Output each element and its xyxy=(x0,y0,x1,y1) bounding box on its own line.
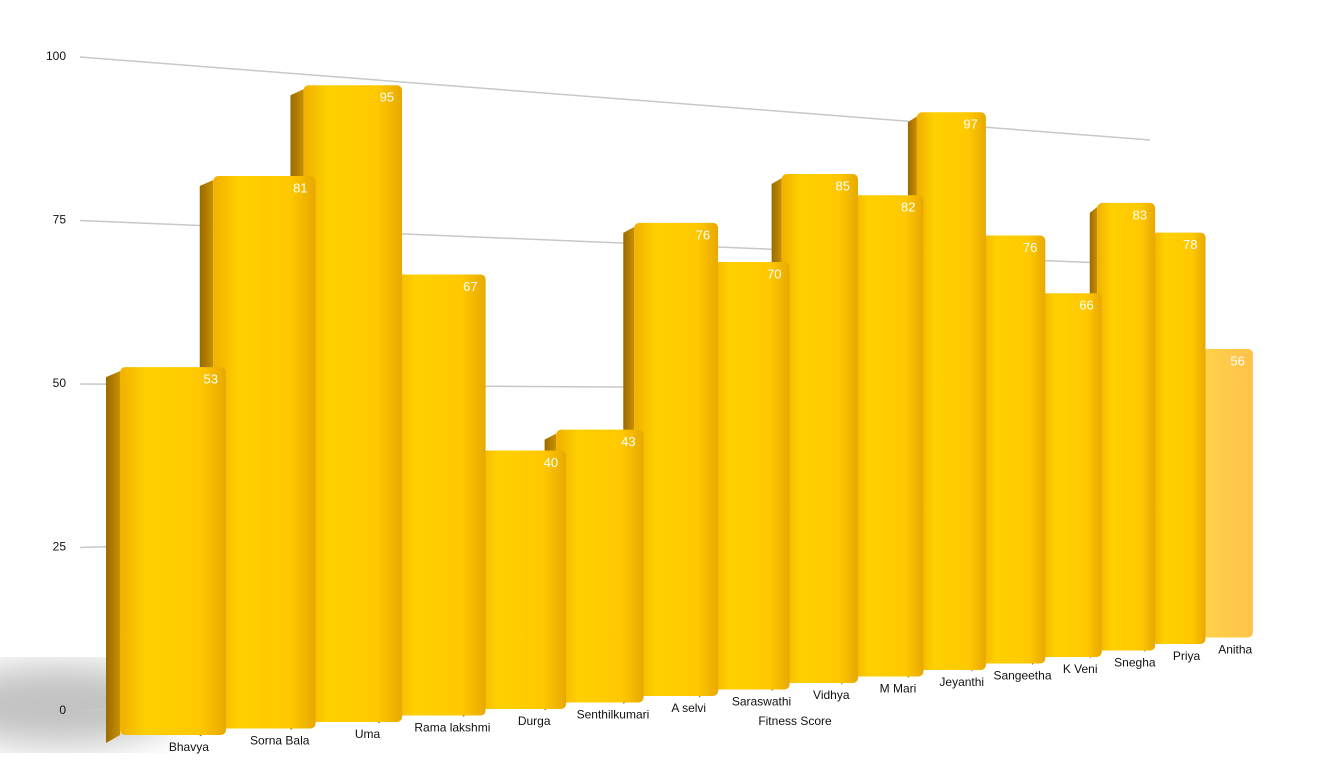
x-tick-label: M Mari xyxy=(880,682,917,696)
value-label: 76 xyxy=(696,227,710,242)
x-axis-title: Fitness Score xyxy=(758,714,832,728)
x-tick-label: Sangeetha xyxy=(993,669,1051,683)
value-label: 67 xyxy=(463,279,477,294)
bar xyxy=(1202,348,1253,638)
bars: 56 Anitha 78 Priya 83 Snegha 66 K Veni 76 Sangeet… xyxy=(106,85,1253,754)
x-tick-label: Saraswathi xyxy=(732,695,791,709)
y-tick-label: 50 xyxy=(53,376,67,390)
x-tick-label: A selvi xyxy=(671,701,706,715)
bar xyxy=(634,222,719,696)
bar xyxy=(213,175,316,729)
value-label: 43 xyxy=(621,434,635,449)
grid-line xyxy=(79,56,1151,141)
x-tick-label: Jeyanthi xyxy=(939,675,984,689)
bar-side xyxy=(106,371,120,743)
bar xyxy=(781,174,859,683)
bar xyxy=(120,367,226,735)
value-label: 95 xyxy=(380,90,394,105)
y-tick-label: 100 xyxy=(46,49,66,63)
x-tick-label: Sorna Bala xyxy=(250,734,310,748)
bar xyxy=(850,195,924,677)
bar xyxy=(474,450,567,709)
x-tick-label: Durga xyxy=(518,714,551,728)
x-tick-label: K Veni xyxy=(1063,662,1098,676)
bar xyxy=(1151,232,1206,645)
y-tick-label: 75 xyxy=(53,213,67,227)
value-label: 76 xyxy=(1023,240,1037,255)
value-label: 78 xyxy=(1183,237,1197,252)
value-label: 70 xyxy=(767,266,781,281)
bar xyxy=(390,274,486,716)
bar xyxy=(980,235,1046,664)
bar xyxy=(709,262,790,690)
x-tick-label: Bhavya xyxy=(169,740,209,754)
x-tick-label: Vidhya xyxy=(813,688,850,702)
value-label: 83 xyxy=(1133,207,1147,222)
x-tick-label: Anitha xyxy=(1218,643,1252,657)
x-tick-label: Uma xyxy=(355,727,381,741)
value-label: 82 xyxy=(901,200,915,215)
bar xyxy=(916,112,986,670)
value-label: 40 xyxy=(544,455,558,470)
y-tick-label: 0 xyxy=(59,703,66,717)
x-tick-label: Priya xyxy=(1173,649,1201,663)
bar xyxy=(1097,202,1156,651)
bar xyxy=(303,85,403,722)
x-tick-label: Senthilkumari xyxy=(577,708,650,722)
value-label: 53 xyxy=(204,372,218,387)
y-tick-label: 25 xyxy=(53,540,67,554)
x-tick-label: Rama lakshmi xyxy=(414,721,490,735)
value-label: 56 xyxy=(1230,353,1244,368)
value-label: 81 xyxy=(293,180,307,195)
bar xyxy=(556,429,644,703)
value-label: 66 xyxy=(1079,298,1093,313)
value-label: 85 xyxy=(836,178,850,193)
value-label: 97 xyxy=(963,117,977,132)
x-tick-label: Snegha xyxy=(1114,656,1156,670)
bar xyxy=(1040,293,1102,657)
